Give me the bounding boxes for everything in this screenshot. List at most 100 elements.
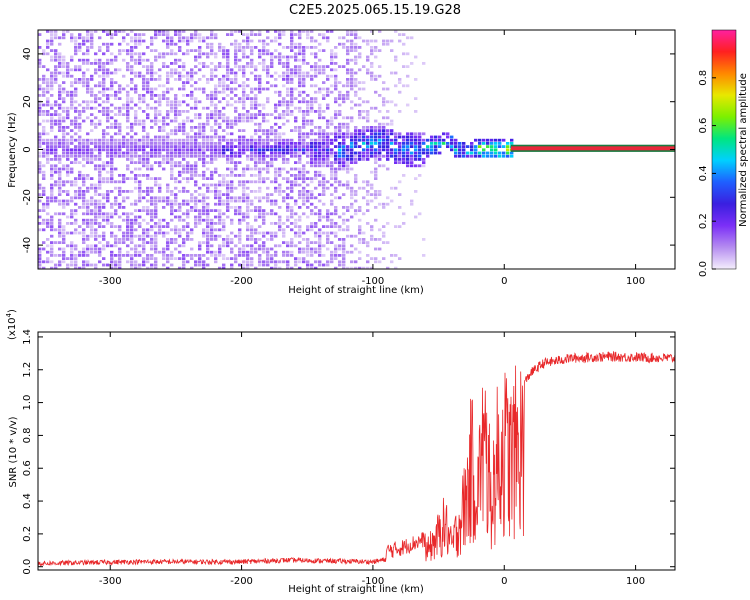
spectrogram-cell (70, 81, 74, 84)
spectrogram-cell (306, 74, 310, 78)
spectrogram-cell (218, 247, 222, 251)
spectrogram-cell (54, 167, 58, 171)
spectrogram-cell (118, 186, 122, 190)
spectrogram-cell (154, 71, 158, 75)
spectrogram-cell (206, 202, 210, 206)
spectrogram-cell (202, 266, 206, 269)
spectrogram-cell (338, 161, 342, 164)
spectrogram-cell (210, 209, 214, 212)
spectrogram-cell (122, 113, 126, 116)
spectrogram-cell (266, 49, 270, 52)
spectrogram-cell (134, 58, 138, 62)
spectrogram-cell (242, 148, 246, 152)
spectrogram-cell (282, 78, 286, 81)
spectrogram-cell (94, 126, 98, 129)
spectrogram-cell (222, 52, 226, 56)
spectrogram-cell (74, 46, 78, 49)
spectrogram-cell (150, 266, 154, 269)
spectrogram-cell (54, 135, 58, 139)
spectrogram-cell (294, 46, 298, 49)
spectrogram-cell (90, 231, 94, 235)
spectrogram-cell (38, 46, 42, 49)
spectrogram-cell (250, 199, 254, 203)
spectrogram-cell (190, 90, 194, 94)
spectrogram-cell (138, 106, 142, 110)
spectrogram-cell (226, 49, 230, 52)
spectrogram-cell (378, 190, 382, 193)
spectrogram-cell (194, 161, 198, 164)
spectrogram-cell (234, 151, 238, 155)
spectrogram-cell (238, 119, 242, 123)
spectrogram-cell (70, 100, 74, 104)
spectrogram-cell (178, 234, 182, 238)
spectrogram-cell (382, 148, 386, 152)
spectrogram-cell (282, 241, 286, 244)
spectrogram-cell (58, 180, 62, 184)
spectrogram-cell (114, 148, 118, 152)
spectrogram-cell (62, 135, 66, 139)
spectrogram-cell (238, 161, 242, 164)
spectrogram-cell (86, 177, 90, 180)
spectrogram-cell (50, 158, 54, 161)
spectrogram-cell (182, 62, 186, 65)
spectrogram-cell (166, 97, 170, 100)
spectrogram-cell (346, 206, 350, 209)
spectrogram-cell (318, 135, 322, 139)
spectrogram-cell (274, 244, 278, 248)
spectrogram-cell (254, 174, 258, 177)
spectrogram-cell (422, 158, 426, 161)
spectrogram-cell (378, 151, 382, 155)
spectrogram-cell (70, 263, 74, 267)
spectrogram-cell (154, 55, 158, 59)
spectrogram-cell (90, 30, 94, 33)
spectrogram-cell (42, 87, 46, 91)
spectrogram-cell (94, 116, 98, 120)
spectrogram-cell (310, 180, 314, 184)
spectrogram-cell (366, 126, 370, 129)
spectrogram-cell (150, 257, 154, 260)
spectrogram-cell (206, 238, 210, 241)
spectrogram-cell (142, 260, 146, 264)
spectrogram-cell (286, 55, 290, 59)
spectrogram-cell (146, 222, 150, 225)
spectrogram-cell (330, 167, 334, 171)
spectrogram-cell (110, 202, 114, 206)
spectrogram-cell (74, 183, 78, 187)
spectrogram-cell (422, 138, 426, 142)
spectrogram-cell (366, 42, 370, 46)
spectrogram-cell (482, 142, 486, 145)
spectrogram-cell (342, 164, 346, 168)
spectrogram-cell (110, 250, 114, 254)
spectrogram-cell (322, 161, 326, 164)
spectrogram-cell (262, 52, 266, 56)
spectrogram-cell (466, 145, 470, 148)
spectrogram-cell (402, 138, 406, 142)
spectrogram-cell (382, 100, 386, 104)
spectrogram-cell (126, 215, 130, 219)
spectrogram-cell (62, 81, 66, 84)
spectrogram-cell (238, 68, 242, 72)
spectrogram-cell (94, 193, 98, 196)
spectrogram-cell (166, 154, 170, 158)
spectrogram-cell (406, 151, 410, 155)
spectrogram-cell (62, 119, 66, 123)
spectrogram-cell (82, 177, 86, 180)
spectrogram-cell (134, 199, 138, 203)
spectrogram-cell (270, 164, 274, 168)
spectrogram-cell (194, 97, 198, 100)
spectrogram-cell (174, 161, 178, 164)
spectrogram-cell (194, 71, 198, 75)
spectrogram-cell (130, 142, 134, 145)
spectrogram-cell (122, 106, 126, 110)
spectrogram-cell (266, 231, 270, 235)
spectrogram-cell (42, 222, 46, 225)
spectrogram-cell (358, 257, 362, 260)
spectrogram-cell (230, 257, 234, 260)
spectrogram-cell (358, 129, 362, 132)
spectrogram-cell (46, 119, 50, 123)
spectrogram-cell (506, 154, 510, 158)
spectrogram-cell (122, 151, 126, 155)
spectrogram-cell (274, 263, 278, 267)
spectrogram-cell (106, 218, 110, 222)
spectrogram-cell (202, 174, 206, 177)
